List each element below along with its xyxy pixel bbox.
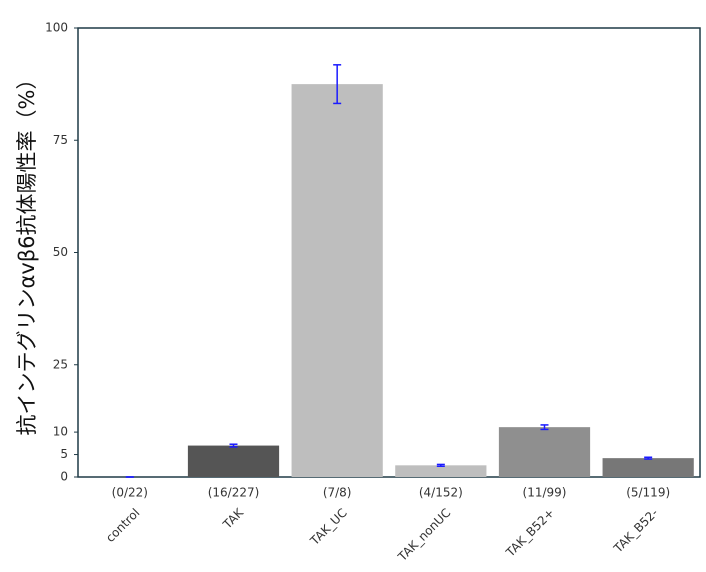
y-axis-label: 抗インテグリンαvβ6抗体陽性率（%） xyxy=(15,69,39,436)
bar xyxy=(291,84,383,477)
count-label: (16/227) xyxy=(208,486,260,500)
y-tick-label: 10 xyxy=(53,425,68,439)
count-label: (5/119) xyxy=(626,486,670,500)
y-tick-label: 5 xyxy=(60,447,68,461)
count-label: (11/99) xyxy=(523,486,567,500)
y-tick-label: 50 xyxy=(53,245,68,259)
x-tick-label: control xyxy=(103,506,142,545)
bar xyxy=(498,427,591,477)
x-tick-label: TAK_B52+ xyxy=(503,506,557,560)
bar xyxy=(187,445,280,477)
y-tick-label: 75 xyxy=(53,133,68,147)
bar xyxy=(602,458,694,477)
count-label: (7/8) xyxy=(323,486,352,500)
x-tick-label: TAK_nonUC xyxy=(395,506,454,565)
error-bar xyxy=(540,424,549,431)
error-bar xyxy=(644,456,653,460)
error-bar xyxy=(229,443,238,448)
x-tick-label: TAK_UC xyxy=(307,506,350,549)
y-tick-label: 0 xyxy=(60,470,68,484)
y-tick-label: 25 xyxy=(53,357,68,371)
plot-frame xyxy=(77,27,701,478)
error-bar xyxy=(333,64,342,105)
x-tick-label: TAK xyxy=(220,505,247,532)
error-bar xyxy=(436,463,445,467)
count-label: (4/152) xyxy=(419,486,463,500)
y-tick-label: 100 xyxy=(45,21,68,35)
x-tick-label: TAK_B52- xyxy=(610,506,660,556)
count-label: (0/22) xyxy=(112,486,148,500)
bar xyxy=(395,465,487,477)
